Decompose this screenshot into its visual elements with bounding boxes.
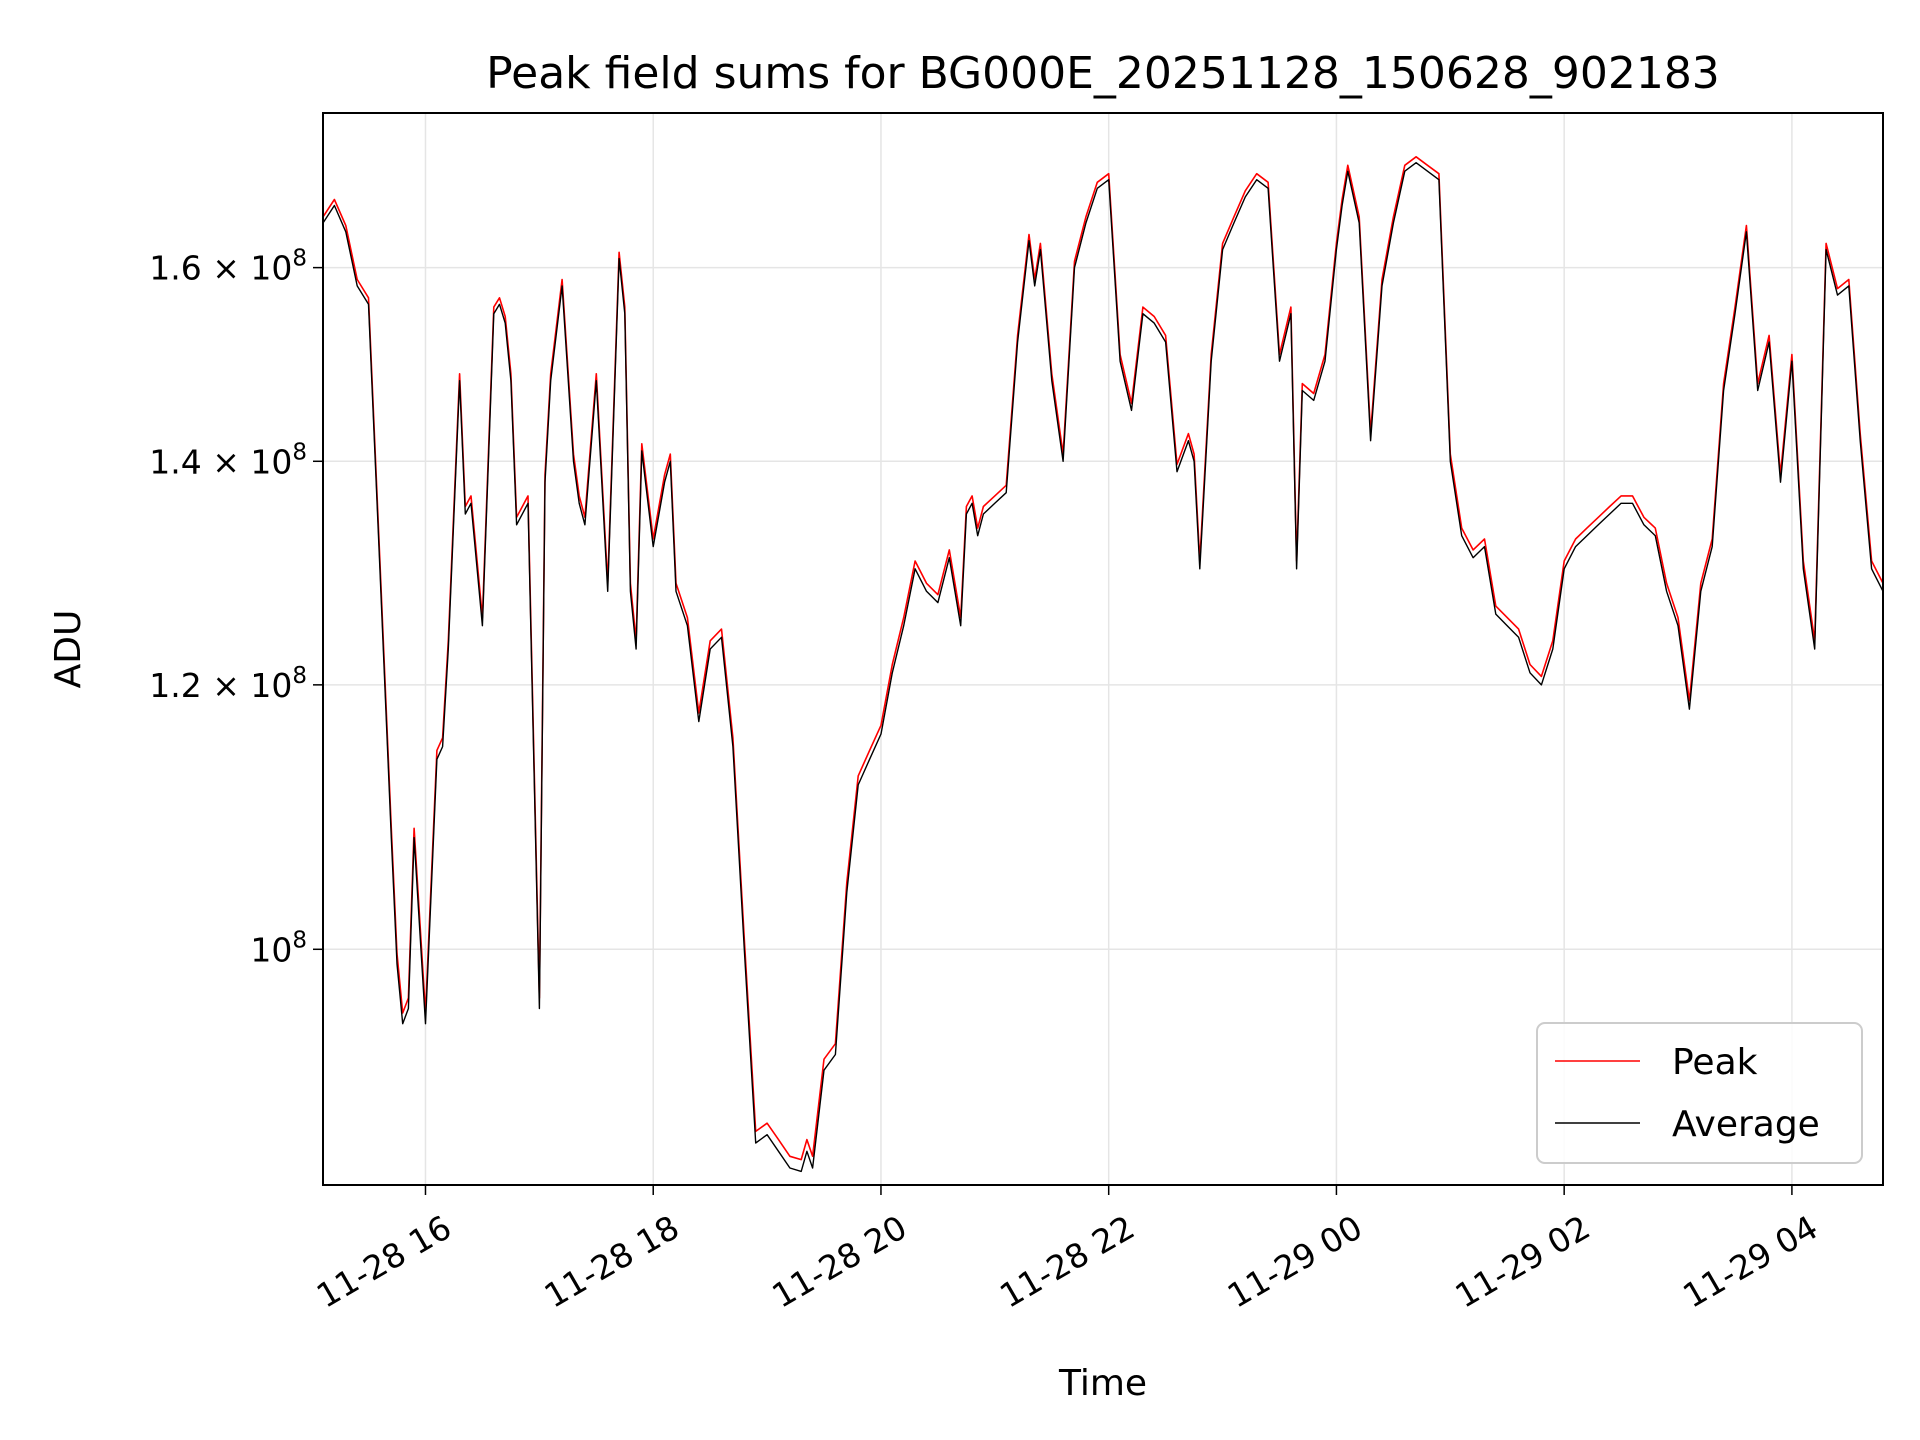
y-tick-label: 1.6 × 108: [149, 246, 307, 288]
grid-layer: [323, 113, 1883, 1185]
legend-box: [1536, 1022, 1863, 1164]
x-axis-label: Time: [1058, 1363, 1147, 1404]
y-tick-label: 108: [250, 927, 307, 969]
y-tick-label: 1.4 × 108: [149, 439, 307, 481]
legend: Peak Average: [1536, 1022, 1863, 1164]
chart-title: Peak field sums for BG000E_20251128_1506…: [486, 48, 1720, 99]
y-axis-label: ADU: [48, 610, 89, 689]
series-layer: [322, 156, 1884, 1173]
legend-label-peak: Peak: [1672, 1042, 1758, 1083]
y-ticks-layer: 108 1.2 × 108 1.4 × 108 1.6 × 108: [149, 246, 323, 969]
plot-frame: [322, 112, 1884, 1186]
y-tick-label: 1.2 × 108: [149, 663, 307, 705]
legend-label-average: Average: [1672, 1104, 1820, 1145]
average-series-line: [322, 161, 1884, 1173]
